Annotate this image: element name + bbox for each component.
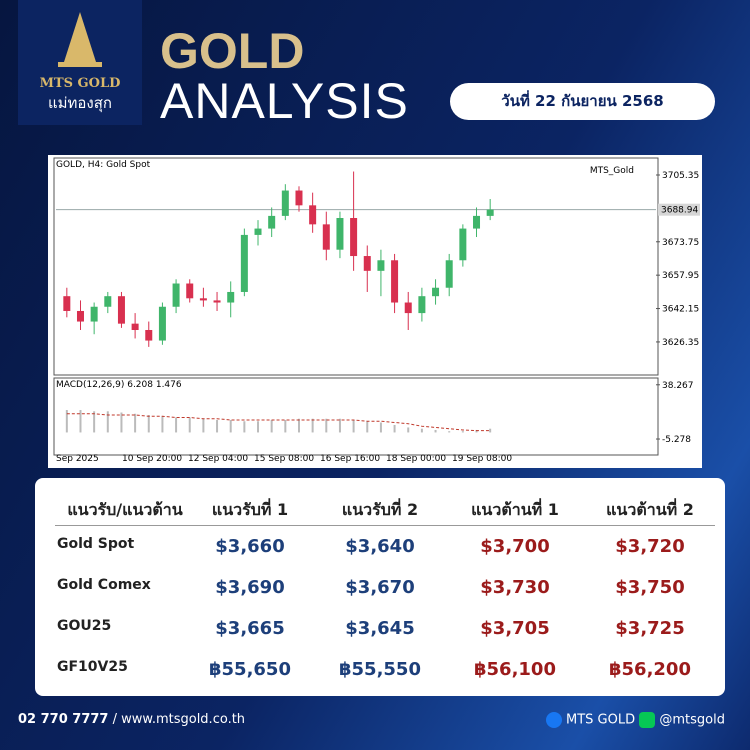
y-tick-label: 3626.35 bbox=[662, 338, 699, 348]
candle-body bbox=[199, 298, 207, 301]
table-cell: $3,690 bbox=[215, 577, 285, 598]
brand-name: MTS GOLD bbox=[39, 76, 121, 91]
candle-body bbox=[117, 296, 125, 324]
candle-body bbox=[473, 215, 481, 229]
frame bbox=[53, 157, 659, 376]
table-cell: แนวต้านที่ 2 bbox=[606, 500, 694, 519]
candle-body bbox=[445, 260, 453, 288]
table-cell: $3,645 bbox=[345, 618, 415, 639]
candle-body bbox=[268, 215, 276, 229]
x-tick-label: 18 Sep 00:00 bbox=[386, 454, 446, 464]
line-icon bbox=[639, 712, 656, 728]
brand-thai: แม่ทองสุก bbox=[47, 94, 112, 112]
candle-body bbox=[404, 302, 412, 314]
y-tick-label: 3657.95 bbox=[662, 271, 699, 281]
candle-body bbox=[281, 190, 289, 216]
frame bbox=[53, 377, 659, 456]
chart: GOLD, H4: Gold Spot MTS_Gold MACD(12,26,… bbox=[48, 155, 702, 468]
candle-body bbox=[391, 260, 399, 303]
title: ANALYSIS bbox=[160, 73, 409, 129]
table-cell: $3,640 bbox=[345, 536, 415, 557]
table-cell: ฿56,200 bbox=[609, 659, 691, 680]
candle-body bbox=[63, 296, 71, 311]
line: @mtsgold bbox=[659, 712, 725, 728]
candle-body bbox=[90, 306, 98, 322]
table-cell: ฿55,550 bbox=[339, 659, 421, 680]
candle-body bbox=[418, 296, 426, 314]
indicator: MTS_Gold bbox=[590, 166, 634, 176]
x-tick-label: 19 Sep 08:00 bbox=[452, 454, 512, 464]
table-cell: แนวรับที่ 2 bbox=[341, 500, 419, 519]
table-cell: $3,730 bbox=[480, 577, 550, 598]
y-tick-label: -5.278 bbox=[662, 435, 691, 445]
table-cell: $3,670 bbox=[345, 577, 415, 598]
table-cell: ฿55,650 bbox=[209, 659, 291, 680]
table-cell: $3,750 bbox=[615, 577, 685, 598]
chart-bg bbox=[48, 155, 702, 468]
table-cell: $3,660 bbox=[215, 536, 285, 557]
divider bbox=[55, 525, 715, 526]
candle-body bbox=[213, 300, 221, 303]
website: / www.mtsgold.co.th bbox=[112, 712, 246, 727]
candle-body bbox=[336, 218, 344, 250]
y-tick-label: 38.267 bbox=[662, 381, 694, 391]
date-pill: วันที่ 22 กันยายน 2568 bbox=[450, 83, 715, 120]
table-cell: Gold Spot bbox=[57, 536, 135, 552]
table-cell: GF10V25 bbox=[57, 659, 128, 675]
y-tick-label: 3673.75 bbox=[662, 238, 699, 248]
candle-body bbox=[309, 205, 317, 225]
y-tick-label: 3642.15 bbox=[662, 305, 699, 315]
logo-icon bbox=[58, 12, 102, 67]
candle-body bbox=[158, 306, 166, 341]
candle-body bbox=[104, 296, 112, 307]
table-cell: แนวรับที่ 1 bbox=[211, 500, 289, 519]
chart-title: GOLD, H4: Gold Spot bbox=[56, 160, 151, 170]
table-cell: $3,720 bbox=[615, 536, 685, 557]
candle-body bbox=[145, 329, 153, 341]
table: แนวรับ/แนวต้าน แนวรับที่ 1 แนวรับที่ 2 แนวต… bbox=[35, 478, 725, 696]
table-cell: Gold Comex bbox=[57, 577, 151, 593]
candle-body bbox=[295, 190, 303, 206]
candle-body bbox=[131, 323, 139, 330]
candle-body bbox=[254, 228, 262, 235]
social: MTS GOLD @mtsgold bbox=[545, 712, 725, 728]
candle-body bbox=[172, 283, 180, 307]
candle-body bbox=[459, 228, 467, 261]
candle-body bbox=[432, 287, 440, 297]
candle-body bbox=[76, 310, 84, 322]
footer: 02 770 7777 / www.mtsgold.co.th bbox=[18, 712, 245, 727]
x-tick-label: Sep 2025 bbox=[56, 454, 99, 464]
table-cell: $3,725 bbox=[615, 618, 685, 639]
candle-body bbox=[186, 283, 194, 299]
title: GOLD bbox=[160, 23, 305, 79]
table-cell: แนวต้านที่ 1 bbox=[471, 500, 559, 519]
x-tick-label: 15 Sep 08:00 bbox=[254, 454, 314, 464]
y-tick-label: 3705.35 bbox=[662, 171, 699, 181]
table-cell: ฿56,100 bbox=[474, 659, 556, 680]
candle-body bbox=[240, 234, 248, 292]
macd-label: MACD(12,26,9) 6.208 1.476 bbox=[56, 380, 182, 390]
table-cell: GOU25 bbox=[57, 618, 112, 634]
current-label: 3688.94 bbox=[661, 206, 698, 216]
x-tick-label: 16 Sep 16:00 bbox=[320, 454, 380, 464]
logo: MTS GOLD แม่ทองสุก bbox=[18, 0, 142, 125]
x-tick-label: 12 Sep 04:00 bbox=[188, 454, 248, 464]
candle-body bbox=[322, 224, 330, 250]
candle-body bbox=[486, 209, 494, 216]
candle-body bbox=[377, 260, 385, 271]
candle-body bbox=[227, 291, 235, 303]
phone: 02 770 7777 bbox=[18, 712, 109, 727]
table-cell: แนวรับ/แนวต้าน bbox=[67, 500, 183, 519]
x-tick-label: 10 Sep 20:00 bbox=[122, 454, 182, 464]
facebook: MTS GOLD bbox=[566, 712, 636, 728]
table-cell: $3,700 bbox=[480, 536, 550, 557]
fb-icon bbox=[545, 712, 562, 728]
candle-body bbox=[350, 218, 358, 257]
table-cell: $3,705 bbox=[480, 618, 550, 639]
table-cell: $3,665 bbox=[215, 618, 285, 639]
candle-body bbox=[363, 256, 371, 271]
signal-line bbox=[66, 413, 491, 432]
price-box bbox=[658, 203, 700, 216]
